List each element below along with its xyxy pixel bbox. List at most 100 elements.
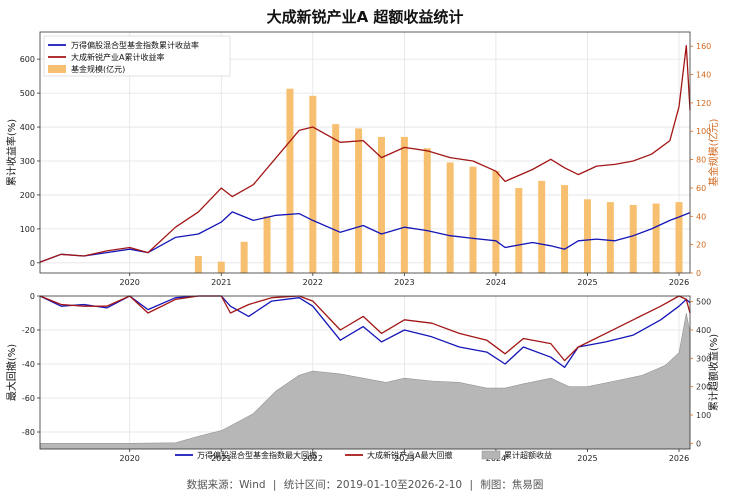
bar <box>606 202 614 273</box>
tick-label: -40 <box>22 360 35 369</box>
tick-label: 2025 <box>577 278 597 287</box>
footer-maker: 制图：焦易圈 <box>480 479 544 491</box>
tick-label: 500 <box>696 298 711 307</box>
tick-label: 600 <box>20 55 35 64</box>
tick-label: 140 <box>696 71 711 80</box>
tick-label: 80 <box>696 156 706 165</box>
index-line <box>39 295 691 369</box>
tick-label: 2024 <box>486 278 506 287</box>
y-axis-label-right: 累计超额收益(%) <box>707 334 720 411</box>
y-axis-label-right: 基金规模(亿元) <box>707 119 720 187</box>
bar <box>194 255 202 273</box>
bar <box>355 128 363 273</box>
tick-label: 2023 <box>394 278 414 287</box>
y-axis-label: 最大回撤(%) <box>5 344 18 401</box>
tick-label: 100 <box>20 225 35 234</box>
footer-note: 数据来源：Wind | 统计区间：2019-01-10至2026-2-10 | … <box>0 477 730 492</box>
bar <box>515 187 523 273</box>
fund-line <box>39 44 691 263</box>
footer-separator: | <box>469 479 474 491</box>
bar <box>240 241 248 273</box>
tick-label: 200 <box>696 383 711 392</box>
bar <box>332 124 340 273</box>
footer-range: 统计区间：2019-01-10至2026-2-10 <box>283 479 463 491</box>
legend-label: 万得偏股混合型基金指数累计收益率 <box>71 40 199 50</box>
excess-area <box>39 312 691 450</box>
legend-label: 万得偏股混合型基金指数最大回撤 <box>197 450 317 460</box>
bar <box>217 261 225 273</box>
tick-label: -60 <box>22 394 35 403</box>
tick-label: 2025 <box>577 454 597 463</box>
panel-2: -80 -60 -40 -20 0 0 100 200 300 400 500 2020 2021 202… <box>5 292 720 463</box>
bar <box>492 170 500 273</box>
tick-label: 2020 <box>120 454 140 463</box>
tick-label: 2026 <box>669 278 689 287</box>
y-axis-label: 累计收益率(%) <box>5 119 18 186</box>
bar <box>652 203 660 273</box>
index-line <box>39 211 691 263</box>
legend-swatch <box>48 65 66 73</box>
bar <box>469 166 477 273</box>
tick-label: 20 <box>696 241 706 250</box>
bar <box>309 95 317 273</box>
tick-label: 60 <box>696 184 706 193</box>
tick-label: 2023 <box>394 454 414 463</box>
tick-label: 2020 <box>120 278 140 287</box>
fund-line <box>39 295 691 362</box>
tick-label: 120 <box>696 99 711 108</box>
legend-label: 基金规模(亿元) <box>71 64 125 74</box>
tick-label: 160 <box>696 42 711 51</box>
legend-bottom: 万得偏股混合型基金指数最大回撤 大成新锐产业A最大回撤 累计超额收益 <box>175 450 552 460</box>
legend-label: 大成新锐产业A最大回撤 <box>367 450 452 460</box>
tick-label: 100 <box>696 127 711 136</box>
tick-label: 300 <box>20 157 35 166</box>
bar <box>423 148 431 273</box>
footer-separator: | <box>272 479 277 491</box>
tick-label: 400 <box>696 326 711 335</box>
tick-label: 0 <box>30 259 35 268</box>
left-axis: 0 100 200 300 400 500 600 <box>20 55 40 268</box>
panel-1: 0 100 200 300 400 500 600 0 20 40 60 80 100 120 140 160… <box>5 31 720 287</box>
bar <box>583 199 591 273</box>
bar-series <box>194 88 683 274</box>
tick-label: 2021 <box>211 278 231 287</box>
x-axis: 2020 2021 2022 2023 2024 2025 2026 <box>120 273 689 287</box>
right-axis: 0 100 200 300 400 500 <box>690 298 711 448</box>
bar <box>286 88 294 274</box>
tick-label: -80 <box>22 428 35 437</box>
left-axis: -80 -60 -40 -20 0 <box>22 292 40 437</box>
tick-label: 500 <box>20 89 35 98</box>
bar <box>538 180 546 273</box>
tick-label: 2022 <box>303 454 323 463</box>
bar <box>446 162 454 273</box>
legend-label: 大成新锐产业A累计收益率 <box>71 52 164 62</box>
tick-label: 0 <box>30 292 35 301</box>
bar <box>561 185 569 273</box>
plot-frame <box>39 31 691 274</box>
tick-label: 300 <box>696 354 711 363</box>
bar <box>400 136 408 273</box>
tick-label: 400 <box>20 123 35 132</box>
legend-box <box>43 35 231 77</box>
right-axis: 0 20 40 60 80 100 120 140 160 <box>690 42 711 278</box>
bar <box>263 216 271 273</box>
tick-label: 2026 <box>669 454 689 463</box>
bar <box>675 202 683 273</box>
tick-label: 0 <box>696 269 701 278</box>
tick-label: 100 <box>696 411 711 420</box>
tick-label: 40 <box>696 212 706 221</box>
bar <box>377 136 385 273</box>
tick-label: -20 <box>22 326 35 335</box>
tick-label: 2022 <box>303 278 323 287</box>
chart-title: 大成新锐产业A 超额收益统计 <box>266 8 464 26</box>
footer-source: 数据来源：Wind <box>186 479 266 491</box>
legend-swatch <box>481 450 501 460</box>
tick-label: 2021 <box>211 454 231 463</box>
plot-frame <box>39 295 691 450</box>
legend-label: 累计超额收益 <box>504 450 552 460</box>
tick-label: 0 <box>696 439 701 448</box>
tick-label: 200 <box>20 191 35 200</box>
bar <box>629 204 637 273</box>
